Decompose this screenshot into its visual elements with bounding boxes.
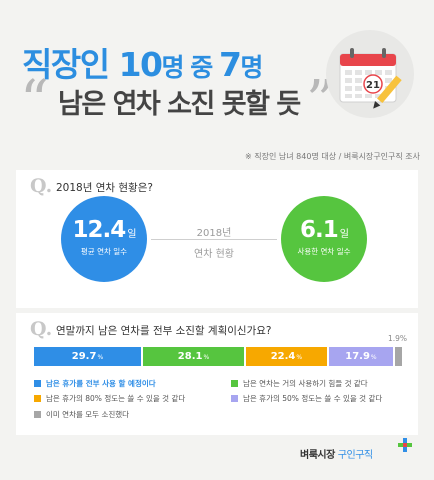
bar-value-1: 29.7 [71,351,97,362]
calendar-icon: 21 [339,48,402,109]
plus-logo-icon [398,438,412,452]
bar-value-2: 28.1 [177,351,203,362]
q-mark-1: Q. [30,175,53,197]
panel-leave-plan [16,313,418,435]
legend-item-3: 남은 휴가의 80% 정도는 쓸 수 있을 것 같다 [34,393,224,405]
used-leave-unit: 일 [339,229,349,240]
bar-segment-5 [395,347,402,366]
question-2: 연말까지 남은 연차를 전부 소진할 계획이신가요? [56,325,272,337]
bar-label-small-segment: 1.9% [388,334,408,343]
legend-label-4: 남은 휴가의 50% 정도는 쓸 수 있을 것 같다 [243,394,383,403]
bar-unit-2: % [203,354,210,361]
source-note: ※ 직장인 남녀 840명 대상 / 벼룩시장구인구직 조사 [245,152,420,161]
calendar-illustration: 21 [326,30,414,118]
bar-segment-2: 28.1% [142,347,245,366]
legend-item-2: 남은 연차는 거의 사용하기 힘들 것 같다 [231,378,421,390]
calendar-day: 21 [366,80,380,91]
headline-sub: 남은 연차 소진 못할 듯 [58,89,301,120]
legend-label-2: 남은 연차는 거의 사용하기 힘들 것 같다 [243,379,368,388]
bar-segment-3: 22.4% [246,347,327,366]
pencil-icon [373,75,402,109]
avg-leave-value: 12.4 [72,217,127,243]
legend-swatch-1 [34,380,41,387]
legend-item-5: 이미 연차를 모두 소진했다 [34,409,224,421]
bar-unit-3: % [296,354,303,361]
avg-leave-unit: 일 [127,229,136,240]
used-leave-circle: 6.1 일 사용한 연차 일수 [281,196,367,282]
q-mark-2: Q. [30,318,53,340]
bar-segment-1: 29.7% [34,347,141,366]
legend-label-1: 남은 휴가를 전부 사용 할 예정이다 [46,379,156,388]
bar-unit-4: % [370,354,377,361]
connector-line [151,239,277,240]
avg-leave-label: 평균 연차 일수 [80,247,128,256]
legend-swatch-5 [34,411,41,418]
bar-segment-4: 17.9% [328,347,394,366]
stacked-bar: 29.7% 28.1% 22.4% 17.9% [34,347,402,366]
legend-label-3: 남은 휴가의 80% 정도는 쓸 수 있을 것 같다 [46,394,186,403]
used-leave-label: 사용한 연차 일수 [297,247,351,256]
avg-leave-circle: 12.4 일 평균 연차 일수 [61,196,147,282]
brand-logo: 벼룩시장 구인구직 [300,450,373,461]
legend-swatch-2 [231,380,238,387]
legend-label-5: 이미 연차를 모두 소진했다 [46,410,130,419]
question-1: 2018년 연차 현황은? [56,182,153,194]
bar-value-4: 17.9 [345,351,370,362]
open-quote-icon: “ [20,69,49,134]
bar-value-3: 22.4 [270,351,296,362]
used-leave-value: 6.1 [300,217,339,243]
bar-unit-1: % [97,354,104,361]
legend-item-4: 남은 휴가의 50% 정도는 쓸 수 있을 것 같다 [231,393,421,405]
legend-swatch-4 [231,395,238,402]
headline-main: 직장인 10명 중 7명 [22,45,263,84]
legend-item-1: 남은 휴가를 전부 사용 할 예정이다 [34,378,224,390]
center-label-status: 연차 현황 [194,249,234,260]
center-label-year: 2018년 [151,224,277,239]
legend-swatch-3 [34,395,41,402]
